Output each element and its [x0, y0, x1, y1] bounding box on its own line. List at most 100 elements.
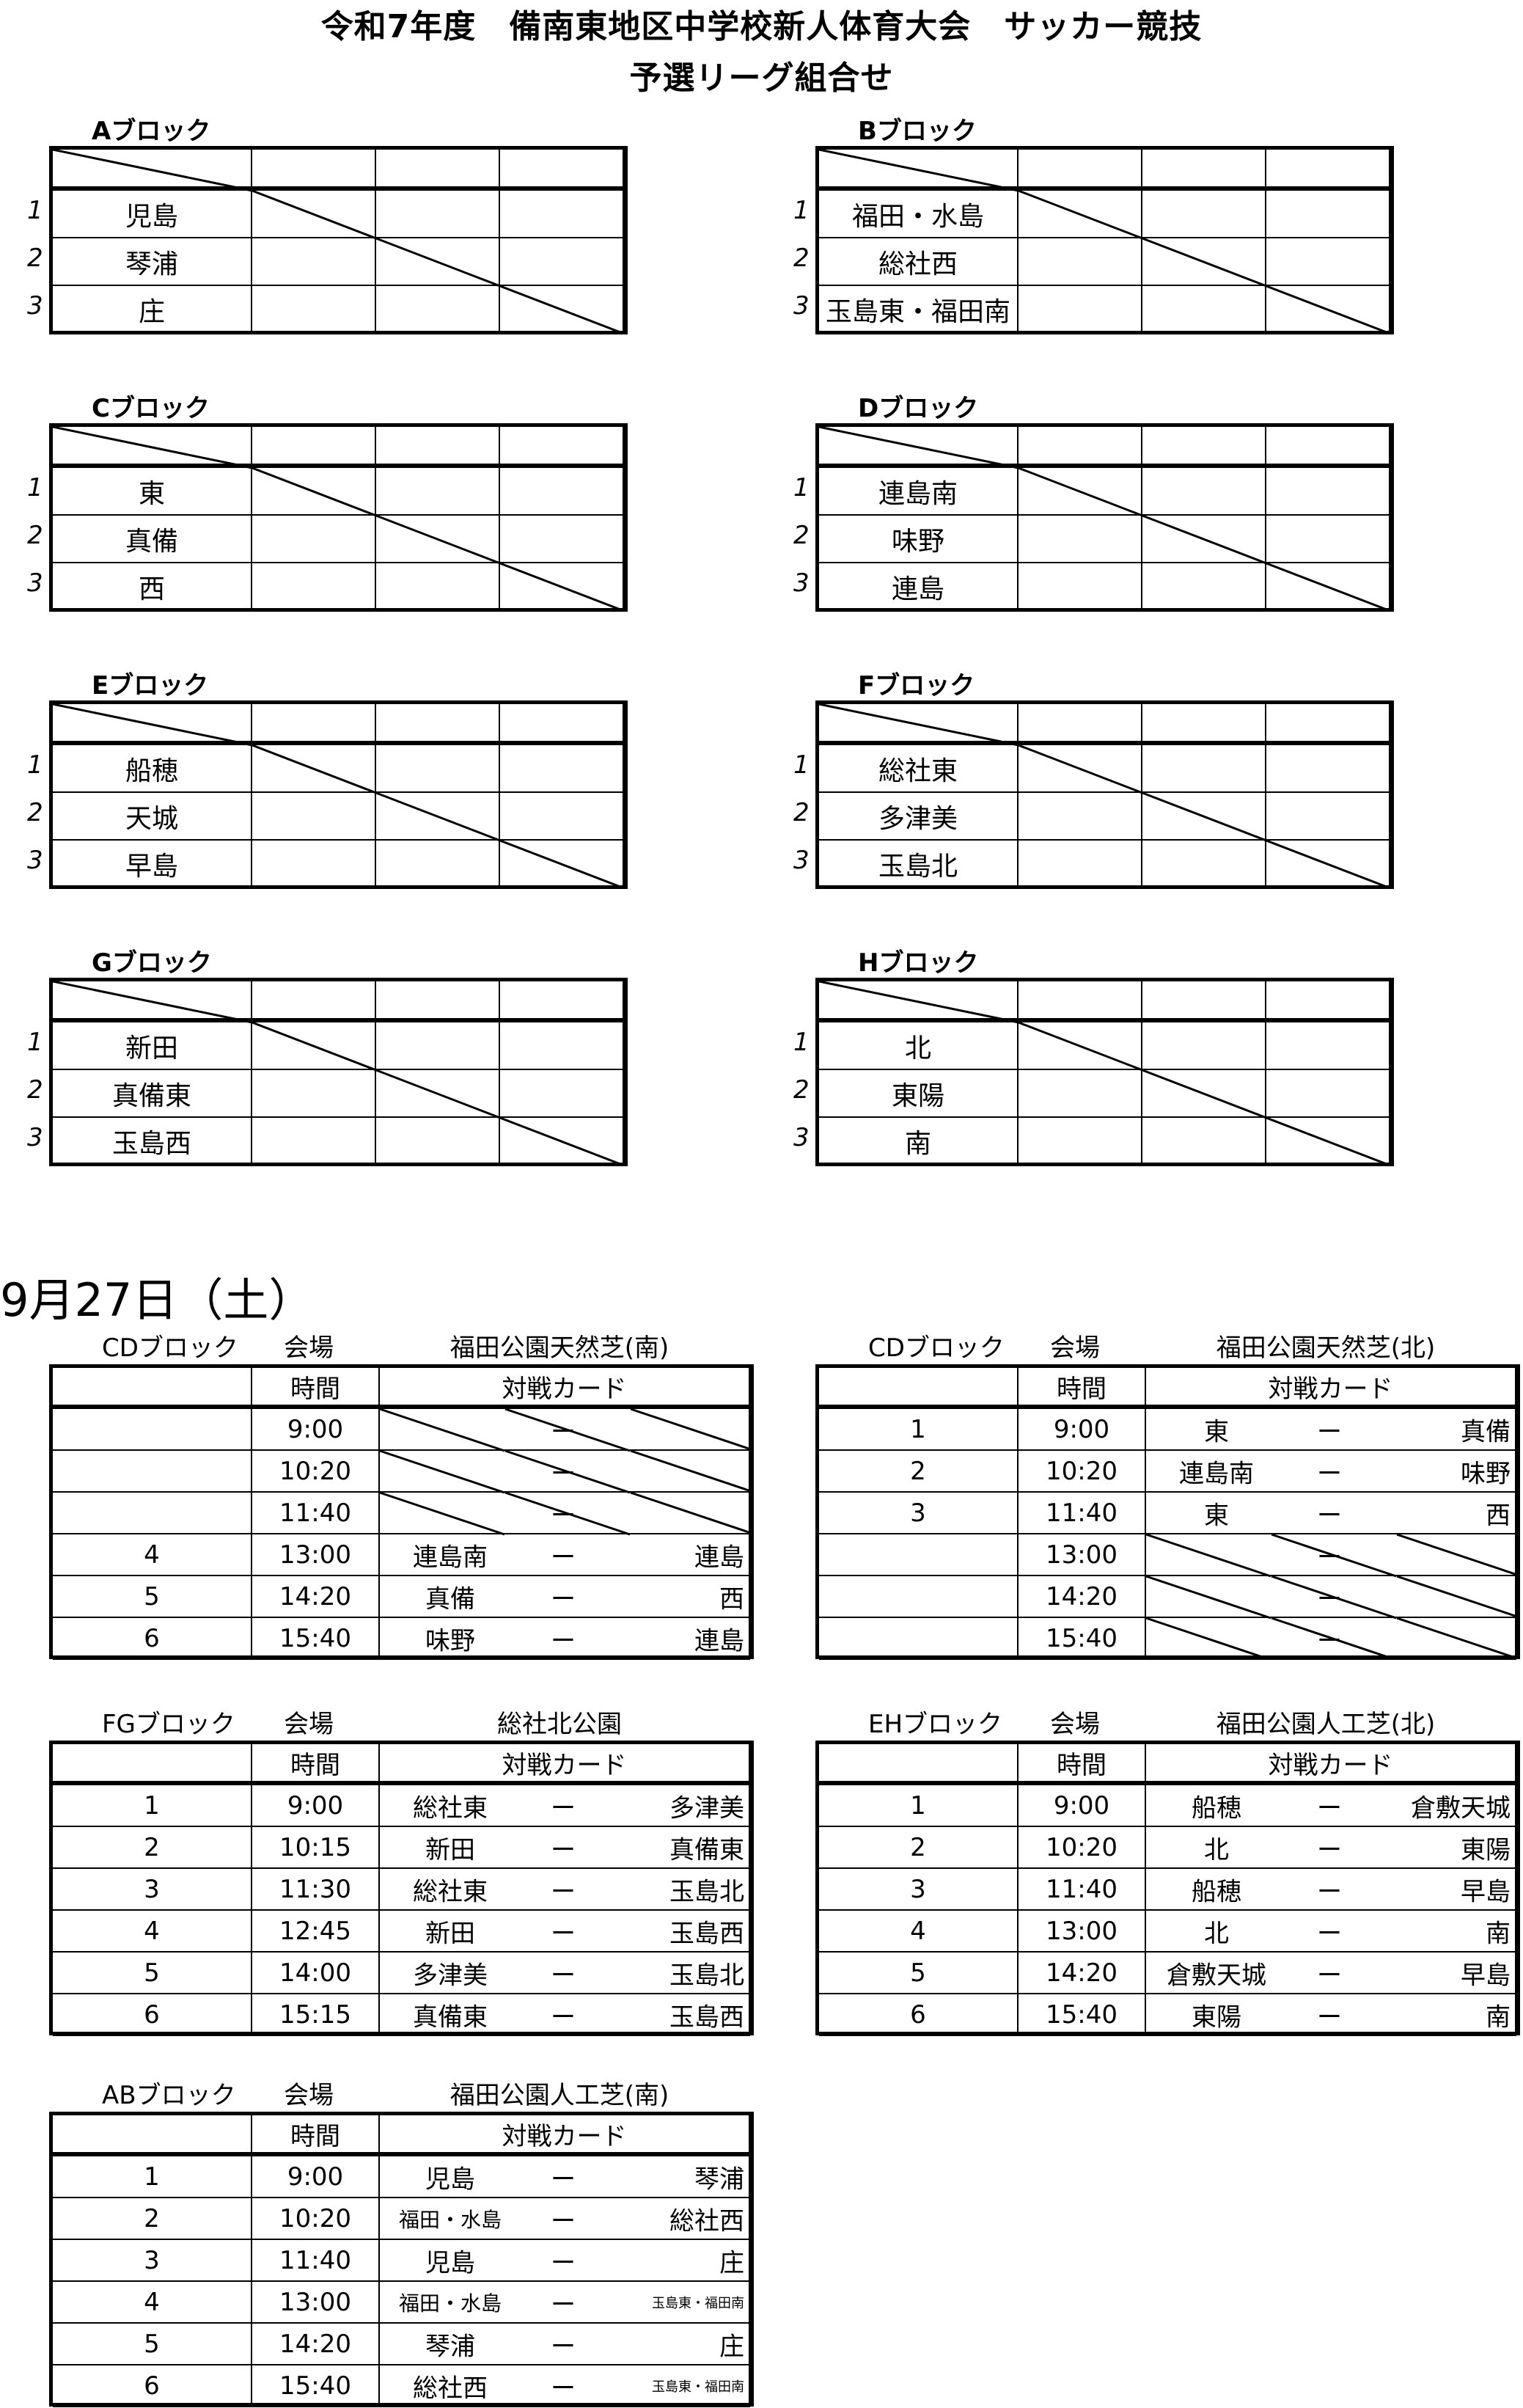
header-cell: [1019, 427, 1142, 468]
schedule-table: 時間 対戦カード 1 9:00 児島ー琴浦 2 10:20 福田・水島ー総社西 3 11:40 児島…: [49, 2112, 754, 2407]
result-cell: [500, 1118, 624, 1165]
venue-name: 福田公園人工芝(北): [1216, 1710, 1436, 1739]
separator: ー: [551, 1961, 576, 1990]
header-cell: [376, 704, 500, 745]
result-cell: [376, 563, 500, 611]
round-robin-table: 総社東 多津美 玉島北: [815, 700, 1394, 889]
time-header: 時間: [1019, 1368, 1146, 1409]
team-cell: 玉島西: [53, 1118, 252, 1165]
result-cell: [500, 238, 624, 286]
match-number: 5: [53, 2324, 252, 2365]
away-team: 玉島東・福田南: [652, 2379, 744, 2395]
header-cell: [53, 1744, 252, 1785]
match-card: ー: [380, 1493, 750, 1534]
result-cell: [500, 745, 624, 793]
result-cell: [500, 468, 624, 516]
match-time: 10:20: [1019, 1451, 1146, 1493]
match-card: 福田・水島 ー 総社西: [380, 2198, 750, 2240]
result-cell: [1019, 238, 1142, 286]
header-cell: [500, 704, 624, 745]
match-card: ー: [380, 1409, 750, 1451]
match-number: 3: [819, 1493, 1019, 1534]
match-number: 1: [53, 2156, 252, 2198]
match-card: 琴浦 ー 庄: [380, 2324, 750, 2365]
result-cell: [1142, 841, 1266, 888]
match-time: 13:00: [252, 2282, 380, 2324]
match-time: 11:40: [252, 2240, 380, 2282]
home-team: 児島: [425, 2164, 475, 2194]
match-card: 福田・水島 ー 玉島東・福田南: [380, 2282, 750, 2324]
match-time: 15:40: [1019, 1618, 1146, 1660]
home-team: 総社東: [413, 1793, 488, 1823]
match-header: 対戦カード: [380, 2115, 750, 2156]
result-cell: [500, 841, 624, 888]
away-team: 連島: [694, 1626, 744, 1655]
result-cell: [1266, 793, 1390, 841]
match-time: 11:40: [1019, 1493, 1146, 1534]
row-number: 1: [27, 750, 43, 780]
match-time: 10:20: [252, 2198, 380, 2240]
team-cell: 味野: [819, 516, 1019, 563]
away-team: 西: [1486, 1501, 1511, 1530]
match-header: 対戦カード: [380, 1368, 750, 1409]
separator: ー: [1317, 1626, 1342, 1655]
match-time: 11:40: [252, 1493, 380, 1534]
home-team: 東: [1204, 1417, 1229, 1446]
away-team: 玉島東・福田南: [652, 2295, 744, 2311]
result-cell: [1266, 745, 1390, 793]
header-cell: [819, 427, 1019, 468]
venue-name: 総社北公園: [497, 1710, 622, 1739]
venue-label: 会場: [1050, 1333, 1100, 1363]
result-cell: [1019, 191, 1142, 238]
team-cell: 福田・水島: [819, 191, 1019, 238]
header-cell: [500, 427, 624, 468]
match-card: ー: [1146, 1534, 1516, 1576]
match-time: 15:40: [252, 1618, 380, 1660]
match-number: 3: [53, 2240, 252, 2282]
header-cell: [252, 150, 376, 191]
result-cell: [1142, 1022, 1266, 1070]
result-cell: [252, 1118, 376, 1165]
result-cell: [252, 745, 376, 793]
home-team: 福田・水島: [398, 2207, 502, 2232]
home-team: 新田: [425, 1835, 475, 1864]
result-cell: [376, 745, 500, 793]
result-cell: [1142, 468, 1266, 516]
result-cell: [500, 516, 624, 563]
separator: ー: [551, 2374, 576, 2403]
match-card: ー: [1146, 1576, 1516, 1618]
row-number: 2: [27, 798, 43, 827]
row-number: 3: [27, 846, 43, 875]
header-cell: [53, 2115, 252, 2156]
result-cell: [1019, 286, 1142, 334]
away-team: 早島: [1461, 1877, 1511, 1906]
result-cell: [376, 191, 500, 238]
separator: ー: [551, 1584, 576, 1614]
match-time: 9:00: [1019, 1785, 1146, 1827]
round-robin-table: 北東陽南: [815, 978, 1394, 1166]
match-card: 児島 ー 琴浦: [380, 2156, 750, 2198]
header-cell: [53, 981, 252, 1022]
separator: ー: [551, 1501, 576, 1530]
result-cell: [1142, 745, 1266, 793]
team-cell: 西: [53, 563, 252, 611]
match-card: 北 ー 東陽: [1146, 1827, 1516, 1869]
header-cell: [53, 704, 252, 745]
header-cell: [500, 981, 624, 1022]
away-team: 庄: [719, 2248, 744, 2277]
separator: ー: [1317, 1961, 1342, 1990]
separator: ー: [551, 1835, 576, 1864]
away-team: 南: [1486, 2002, 1511, 2032]
match-time: 14:00: [252, 1953, 380, 1994]
separator: ー: [551, 1626, 576, 1655]
match-card: 児島 ー 庄: [380, 2240, 750, 2282]
header-cell: [1019, 704, 1142, 745]
row-number: 2: [27, 521, 43, 550]
row-number: 1: [793, 473, 810, 502]
schedule-block-label: CDブロック: [102, 1333, 238, 1363]
match-number: 2: [53, 2198, 252, 2240]
result-cell: [376, 468, 500, 516]
row-number: 3: [27, 291, 43, 321]
match-card: 東陽 ー 南: [1146, 1994, 1516, 2036]
result-cell: [376, 286, 500, 334]
